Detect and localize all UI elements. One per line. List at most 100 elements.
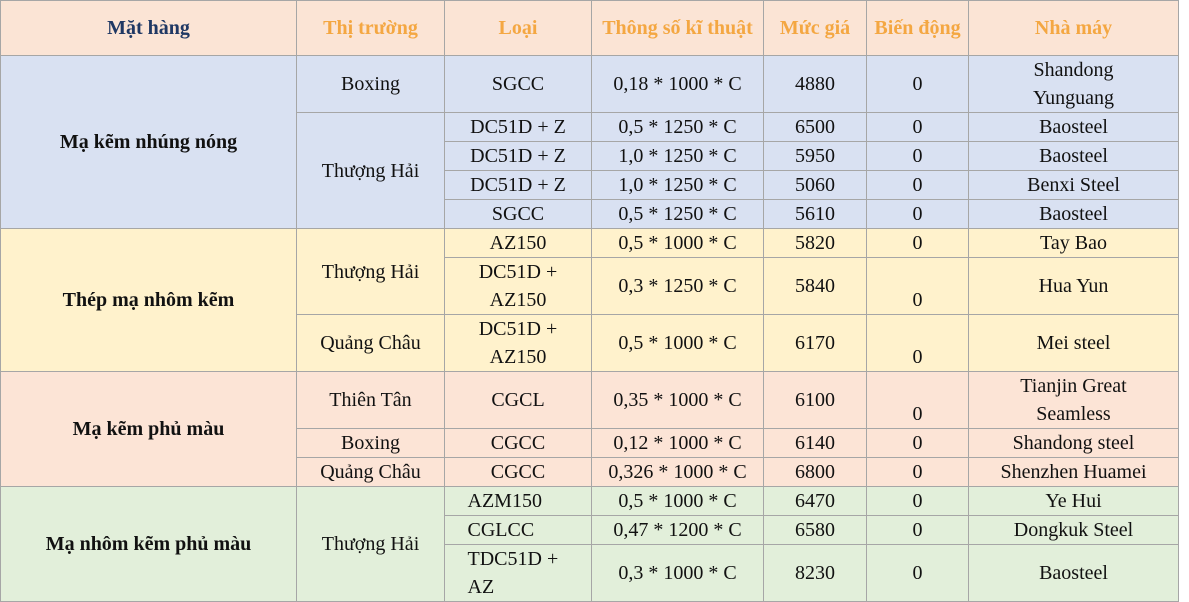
type-text: DC51D + Z: [470, 174, 566, 196]
price-cell: 5950: [763, 141, 867, 171]
factory-text: Benxi Steel: [1027, 174, 1120, 196]
price-cell: 4880: [763, 55, 867, 113]
change-cell: 0: [866, 371, 969, 429]
type-cell: SGCC: [444, 55, 592, 113]
spec-cell: 0,5 * 1250 * C: [591, 199, 764, 229]
spec-cell: 0,18 * 1000 * C: [591, 55, 764, 113]
type-cell: DC51D + Z: [444, 141, 592, 171]
spec-cell: 0,5 * 1000 * C: [591, 486, 764, 516]
type-text: SGCC: [491, 203, 545, 225]
change-cell: 0: [866, 141, 969, 171]
change-cell: 0: [866, 228, 969, 258]
price-cell: 6580: [763, 515, 867, 545]
spec-cell: 0,12 * 1000 * C: [591, 428, 764, 458]
spec-cell: 0,5 * 1250 * C: [591, 112, 764, 142]
type-text: CGCL: [491, 389, 545, 411]
market-cell: Thượng Hải: [296, 112, 445, 229]
price-cell: 5820: [763, 228, 867, 258]
product-cell: Mạ kẽm nhúng nóng: [0, 55, 297, 229]
type-cell: CGCC: [444, 428, 592, 458]
table-row: Quảng Châu DC51D + AZ150 0,5 * 1000 * C 617…: [0, 314, 1179, 372]
factory-text: Baosteel: [1039, 116, 1108, 138]
factory-cell: Mei steel: [968, 314, 1179, 372]
type-cell: AZM150: [444, 486, 592, 516]
change-cell: 0: [866, 486, 969, 516]
factory-text: Shenzhen Huamei: [1000, 461, 1147, 483]
product-cell: Mạ nhôm kẽm phủ màu: [0, 486, 297, 602]
spec-cell: 0,326 * 1000 * C: [591, 457, 764, 487]
header-cell: Loại: [444, 0, 592, 56]
table-body: Mạ kẽm nhúng nóng Boxing SGCC 0,18 * 1000 *…: [0, 55, 1179, 602]
factory-cell: Baosteel: [968, 112, 1179, 142]
factory-text: Shandong Yunguang: [1032, 59, 1115, 109]
market-cell: Quảng Châu: [296, 314, 445, 372]
price-cell: 6500: [763, 112, 867, 142]
price-cell: 5610: [763, 199, 867, 229]
type-text: CGLCC: [467, 519, 535, 541]
spec-cell: 0,3 * 1000 * C: [591, 544, 764, 602]
header-cell: Biến động: [866, 0, 969, 56]
type-text: AZ150: [489, 232, 547, 254]
table-row: Thép mạ nhôm kẽm Thượng Hải AZ150 0,5 * 100…: [0, 228, 1179, 372]
price-cell: 6100: [763, 371, 867, 429]
factory-cell: Baosteel: [968, 199, 1179, 229]
table-row: Mạ nhôm kẽm phủ màu Thượng Hải AZM150 0,5 *…: [0, 486, 1179, 602]
factory-cell: Shenzhen Huamei: [968, 457, 1179, 487]
type-text: SGCC: [491, 73, 545, 95]
change-cell: 0: [866, 170, 969, 200]
factory-text: Baosteel: [1039, 145, 1108, 167]
factory-text: Dongkuk Steel: [1013, 519, 1134, 541]
factory-cell: Tay Bao: [968, 228, 1179, 258]
change-cell: 0: [866, 112, 969, 142]
factory-text: Shandong steel: [1012, 432, 1135, 454]
header-cell: Mặt hàng: [0, 0, 297, 56]
factory-cell: Tianjin Great Seamless: [968, 371, 1179, 429]
type-text: DC51D + AZ150: [478, 261, 558, 311]
market-cell: Thượng Hải: [296, 486, 445, 602]
type-text: CGCC: [490, 461, 546, 483]
spec-cell: 1,0 * 1250 * C: [591, 170, 764, 200]
spec-cell: 1,0 * 1250 * C: [591, 141, 764, 171]
type-text: DC51D + Z: [470, 145, 566, 167]
factory-text: Baosteel: [1039, 562, 1108, 584]
type-cell: CGLCC: [444, 515, 592, 545]
type-text: DC51D + AZ150: [478, 318, 558, 368]
change-cell: 0: [866, 544, 969, 602]
factory-cell: Baosteel: [968, 141, 1179, 171]
factory-cell: Shandong steel: [968, 428, 1179, 458]
spec-cell: 0,47 * 1200 * C: [591, 515, 764, 545]
factory-cell: Dongkuk Steel: [968, 515, 1179, 545]
type-text: CGCC: [490, 432, 546, 454]
market-cell: Thiên Tân: [296, 371, 445, 429]
header-cell: Thông số kĩ thuật: [591, 0, 764, 56]
type-cell: DC51D + AZ150: [444, 257, 592, 315]
type-cell: CGCC: [444, 457, 592, 487]
spec-cell: 0,35 * 1000 * C: [591, 371, 764, 429]
factory-text: Tay Bao: [1040, 232, 1107, 254]
market-cell: Thượng Hải: [296, 228, 445, 315]
product-cell: Thép mạ nhôm kẽm: [0, 228, 297, 372]
table-row: Mạ kẽm phủ màu Thiên Tân CGCL 0,35 * 1000 *…: [0, 371, 1179, 487]
type-text: TDC51D + AZ: [467, 548, 559, 598]
type-text: DC51D + Z: [470, 116, 566, 138]
market-cell: Boxing: [296, 428, 445, 458]
change-cell: 0: [866, 55, 969, 113]
factory-text: Tianjin Great Seamless: [1020, 375, 1127, 425]
header-cell: Mức giá: [763, 0, 867, 56]
change-cell: 0: [866, 257, 969, 315]
price-cell: 6800: [763, 457, 867, 487]
spec-cell: 0,5 * 1000 * C: [591, 314, 764, 372]
table-row: Mạ kẽm nhúng nóng Boxing SGCC 0,18 * 1000 *…: [0, 55, 1179, 229]
type-cell: SGCC: [444, 199, 592, 229]
type-cell: DC51D + AZ150: [444, 314, 592, 372]
factory-text: Hua Yun: [1038, 275, 1109, 297]
change-cell: 0: [866, 428, 969, 458]
price-cell: 5840: [763, 257, 867, 315]
factory-cell: Hua Yun: [968, 257, 1179, 315]
header-cell: Thị trường: [296, 0, 445, 56]
factory-text: Mei steel: [1036, 332, 1111, 354]
factory-cell: Benxi Steel: [968, 170, 1179, 200]
factory-cell: Ye Hui: [968, 486, 1179, 516]
